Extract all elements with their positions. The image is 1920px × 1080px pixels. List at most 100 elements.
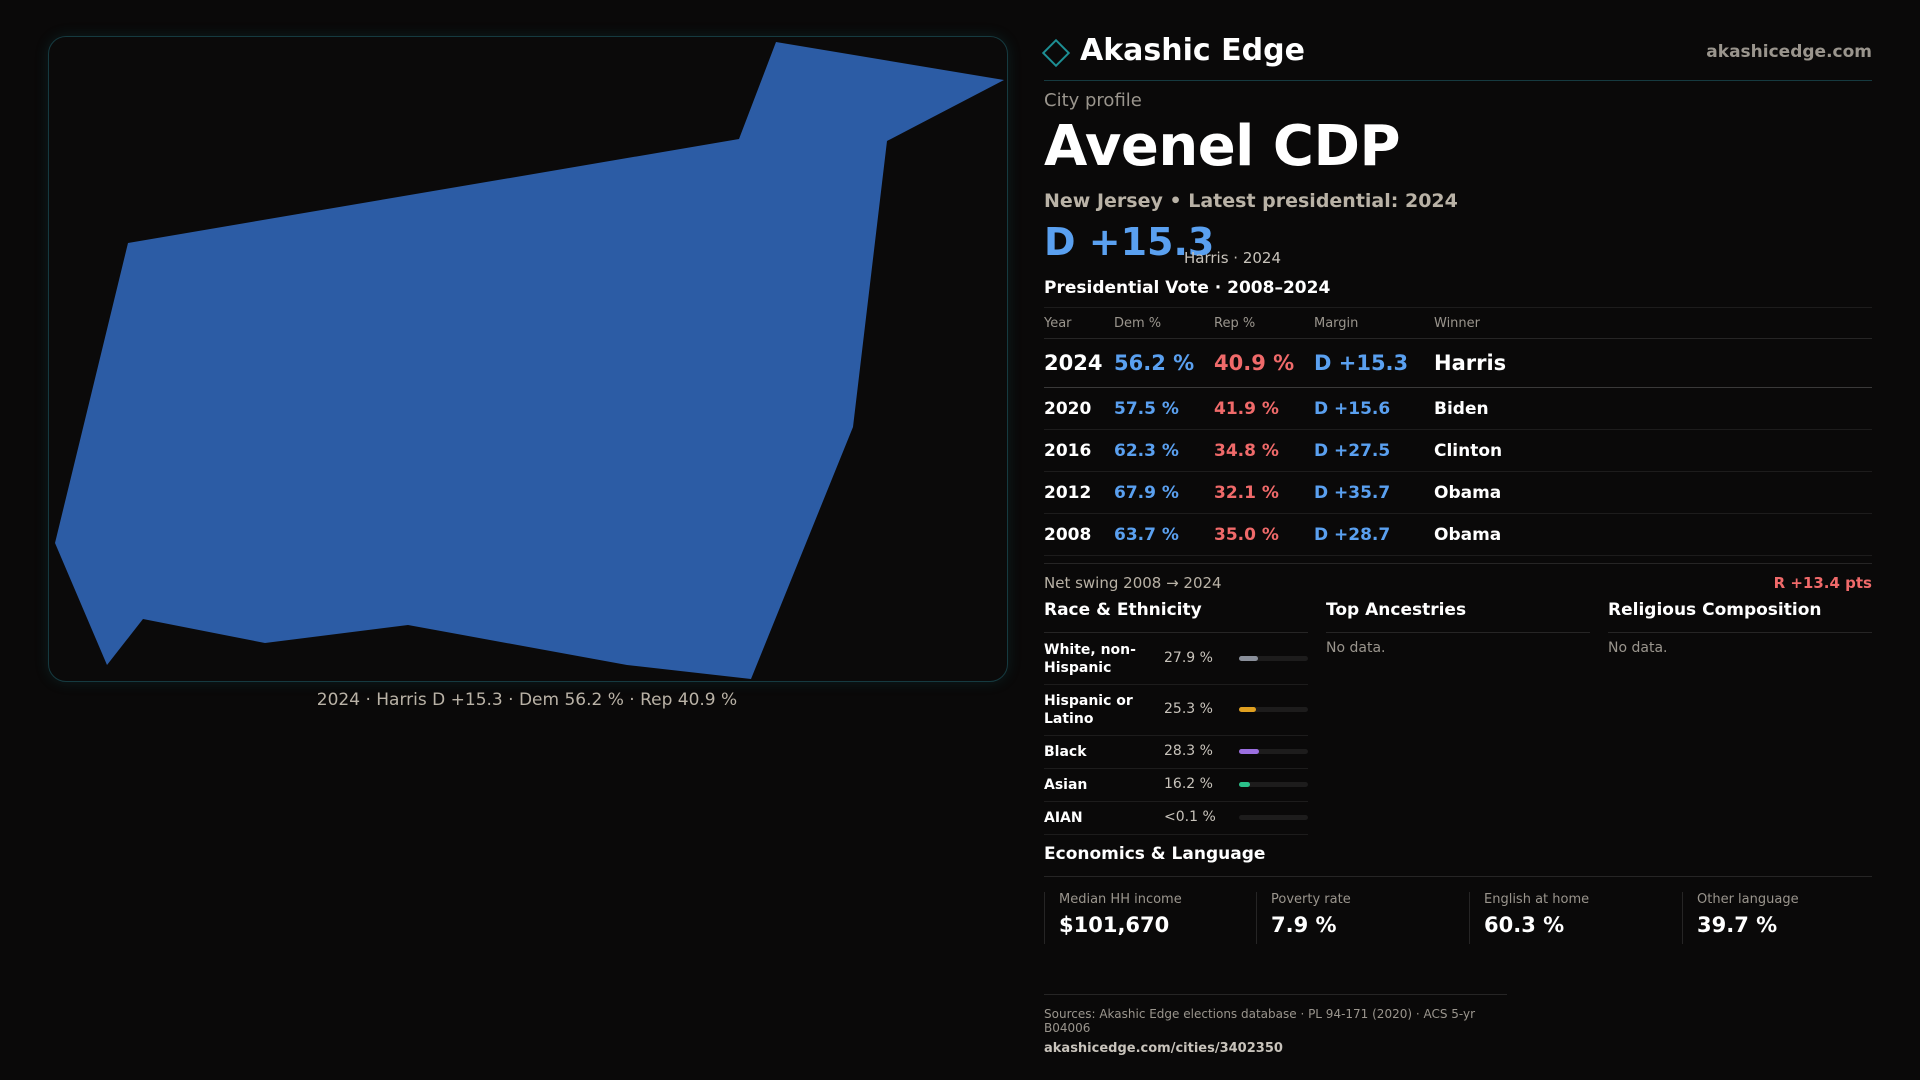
stat-label: Other language xyxy=(1697,892,1799,907)
winner-cell: Obama xyxy=(1434,471,1872,514)
year-cell: 2016 xyxy=(1044,429,1114,472)
race-pct: <0.1 % xyxy=(1164,809,1216,825)
winner-cell: Obama xyxy=(1434,513,1872,556)
margin-cell: D +28.7 xyxy=(1314,513,1434,556)
stat-median-income: Median HH income $101,670 xyxy=(1044,892,1182,944)
stat-label: Poverty rate xyxy=(1271,892,1351,907)
winner-cell: Harris xyxy=(1434,338,1872,388)
race-pct: 27.9 % xyxy=(1164,650,1213,666)
dem-cell: 57.5 % xyxy=(1114,387,1214,430)
race-row: Black 28.3 % xyxy=(1044,736,1308,769)
race-pct: 16.2 % xyxy=(1164,776,1213,792)
map-caption: 2024 · Harris D +15.3 · Dem 56.2 % · Rep… xyxy=(316,690,738,710)
column-header-dem: Dem % xyxy=(1114,307,1214,339)
stat-value: 60.3 % xyxy=(1484,913,1565,937)
rep-cell: 40.9 % xyxy=(1214,338,1314,388)
stat-label: English at home xyxy=(1484,892,1590,907)
race-ethnicity-list: White, non-Hispanic 27.9 % Hispanic or Lat… xyxy=(1044,634,1308,835)
margin-cell: D +35.7 xyxy=(1314,471,1434,514)
table-header-row: Year Dem % Rep % Margin Winner xyxy=(1044,307,1872,339)
headline-note: Harris · 2024 xyxy=(1184,249,1282,267)
stat-poverty-rate: Poverty rate 7.9 % xyxy=(1256,892,1351,944)
net-swing-value: R +13.4 pts xyxy=(1773,574,1872,592)
table-row: 2024 56.2 % 40.9 % D +15.3 Harris xyxy=(1044,338,1872,388)
dem-cell: 67.9 % xyxy=(1114,471,1214,514)
column-header-margin: Margin xyxy=(1314,307,1434,339)
race-bar xyxy=(1239,782,1308,787)
race-bar-fill xyxy=(1239,749,1259,754)
race-bar xyxy=(1239,749,1308,754)
winner-cell: Biden xyxy=(1434,387,1872,430)
race-bar xyxy=(1239,656,1308,661)
margin-cell: D +15.6 xyxy=(1314,387,1434,430)
margin-cell: D +15.3 xyxy=(1314,338,1434,388)
year-cell: 2024 xyxy=(1044,338,1114,388)
race-row: AIAN <0.1 % xyxy=(1044,802,1308,835)
column-header-winner: Winner xyxy=(1434,307,1872,339)
race-bar-fill xyxy=(1239,707,1257,712)
race-bar xyxy=(1239,707,1308,712)
race-name: AIAN xyxy=(1044,810,1083,826)
table-row: 2008 63.7 % 35.0 % D +28.7 Obama xyxy=(1044,513,1872,556)
presidential-vote-table: Year Dem % Rep % Margin Winner 2024 56.2… xyxy=(1044,307,1872,556)
net-swing-label: Net swing 2008 → 2024 xyxy=(1044,574,1222,592)
race-name: White, non-Hispanic xyxy=(1044,642,1136,676)
rep-cell: 34.8 % xyxy=(1214,429,1314,472)
stat-label: Median HH income xyxy=(1059,892,1182,907)
column-header-year: Year xyxy=(1044,307,1114,339)
race-name: Asian xyxy=(1044,777,1088,793)
year-cell: 2020 xyxy=(1044,387,1114,430)
race-bar-fill xyxy=(1239,656,1259,661)
religious-composition-title: Religious Composition xyxy=(1608,600,1872,633)
eyebrow-label: City profile xyxy=(1044,90,1142,111)
city-boundary-shape[interactable] xyxy=(55,42,1004,679)
brand-name[interactable]: Akashic Edge xyxy=(1080,33,1305,68)
rep-cell: 32.1 % xyxy=(1214,471,1314,514)
stat-value: $101,670 xyxy=(1059,913,1170,937)
margin-cell: D +27.5 xyxy=(1314,429,1434,472)
sources-text: Sources: Akashic Edge elections database… xyxy=(1044,1007,1476,1035)
religion-empty-text: No data. xyxy=(1608,640,1668,656)
stat-english-at-home: English at home 60.3 % xyxy=(1469,892,1589,944)
site-header: Akashic Edge akashicedge.com xyxy=(1041,30,1872,81)
year-cell: 2012 xyxy=(1044,471,1114,514)
dem-cell: 56.2 % xyxy=(1114,338,1214,388)
race-row: Hispanic or Latino 25.3 % xyxy=(1044,685,1308,736)
economics-language-title: Economics & Language xyxy=(1044,844,1872,877)
race-name: Black xyxy=(1044,744,1087,760)
headline-margin: D +15.3 xyxy=(1044,220,1215,264)
year-cell: 2008 xyxy=(1044,513,1114,556)
dem-cell: 63.7 % xyxy=(1114,513,1214,556)
rep-cell: 41.9 % xyxy=(1214,387,1314,430)
map-panel[interactable] xyxy=(48,36,1008,682)
race-row: White, non-Hispanic 27.9 % xyxy=(1044,634,1308,685)
column-header-rep: Rep % xyxy=(1214,307,1314,339)
ancestries-empty-text: No data. xyxy=(1326,640,1386,656)
race-ethnicity-title: Race & Ethnicity xyxy=(1044,600,1308,633)
table-row: 2020 57.5 % 41.9 % D +15.6 Biden xyxy=(1044,387,1872,430)
race-name: Hispanic or Latino xyxy=(1044,693,1133,727)
net-swing-row: Net swing 2008 → 2024 R +13.4 pts xyxy=(1044,563,1872,600)
site-url-link[interactable]: akashicedge.com xyxy=(1706,42,1872,62)
race-pct: 28.3 % xyxy=(1164,743,1213,759)
race-row: Asian 16.2 % xyxy=(1044,769,1308,802)
race-bar xyxy=(1239,815,1308,820)
top-ancestries-title: Top Ancestries xyxy=(1326,600,1590,633)
city-url-link[interactable]: akashicedge.com/cities/3402350 xyxy=(1044,1041,1283,1056)
race-pct: 25.3 % xyxy=(1164,701,1213,717)
page-subtitle: New Jersey • Latest presidential: 2024 xyxy=(1044,190,1458,212)
rep-cell: 35.0 % xyxy=(1214,513,1314,556)
city-boundary-map xyxy=(55,42,1004,679)
stat-value: 39.7 % xyxy=(1697,913,1778,937)
footer: Sources: Akashic Edge elections database… xyxy=(1044,994,1507,1056)
stat-value: 7.9 % xyxy=(1271,913,1337,937)
presidential-vote-title: Presidential Vote · 2008–2024 xyxy=(1044,278,1331,298)
diamond-icon xyxy=(1041,38,1071,68)
winner-cell: Clinton xyxy=(1434,429,1872,472)
dem-cell: 62.3 % xyxy=(1114,429,1214,472)
table-row: 2012 67.9 % 32.1 % D +35.7 Obama xyxy=(1044,471,1872,514)
stat-other-language: Other language 39.7 % xyxy=(1682,892,1799,944)
page-title: Avenel CDP xyxy=(1044,114,1401,179)
race-bar-fill xyxy=(1239,782,1251,787)
table-row: 2016 62.3 % 34.8 % D +27.5 Clinton xyxy=(1044,429,1872,472)
